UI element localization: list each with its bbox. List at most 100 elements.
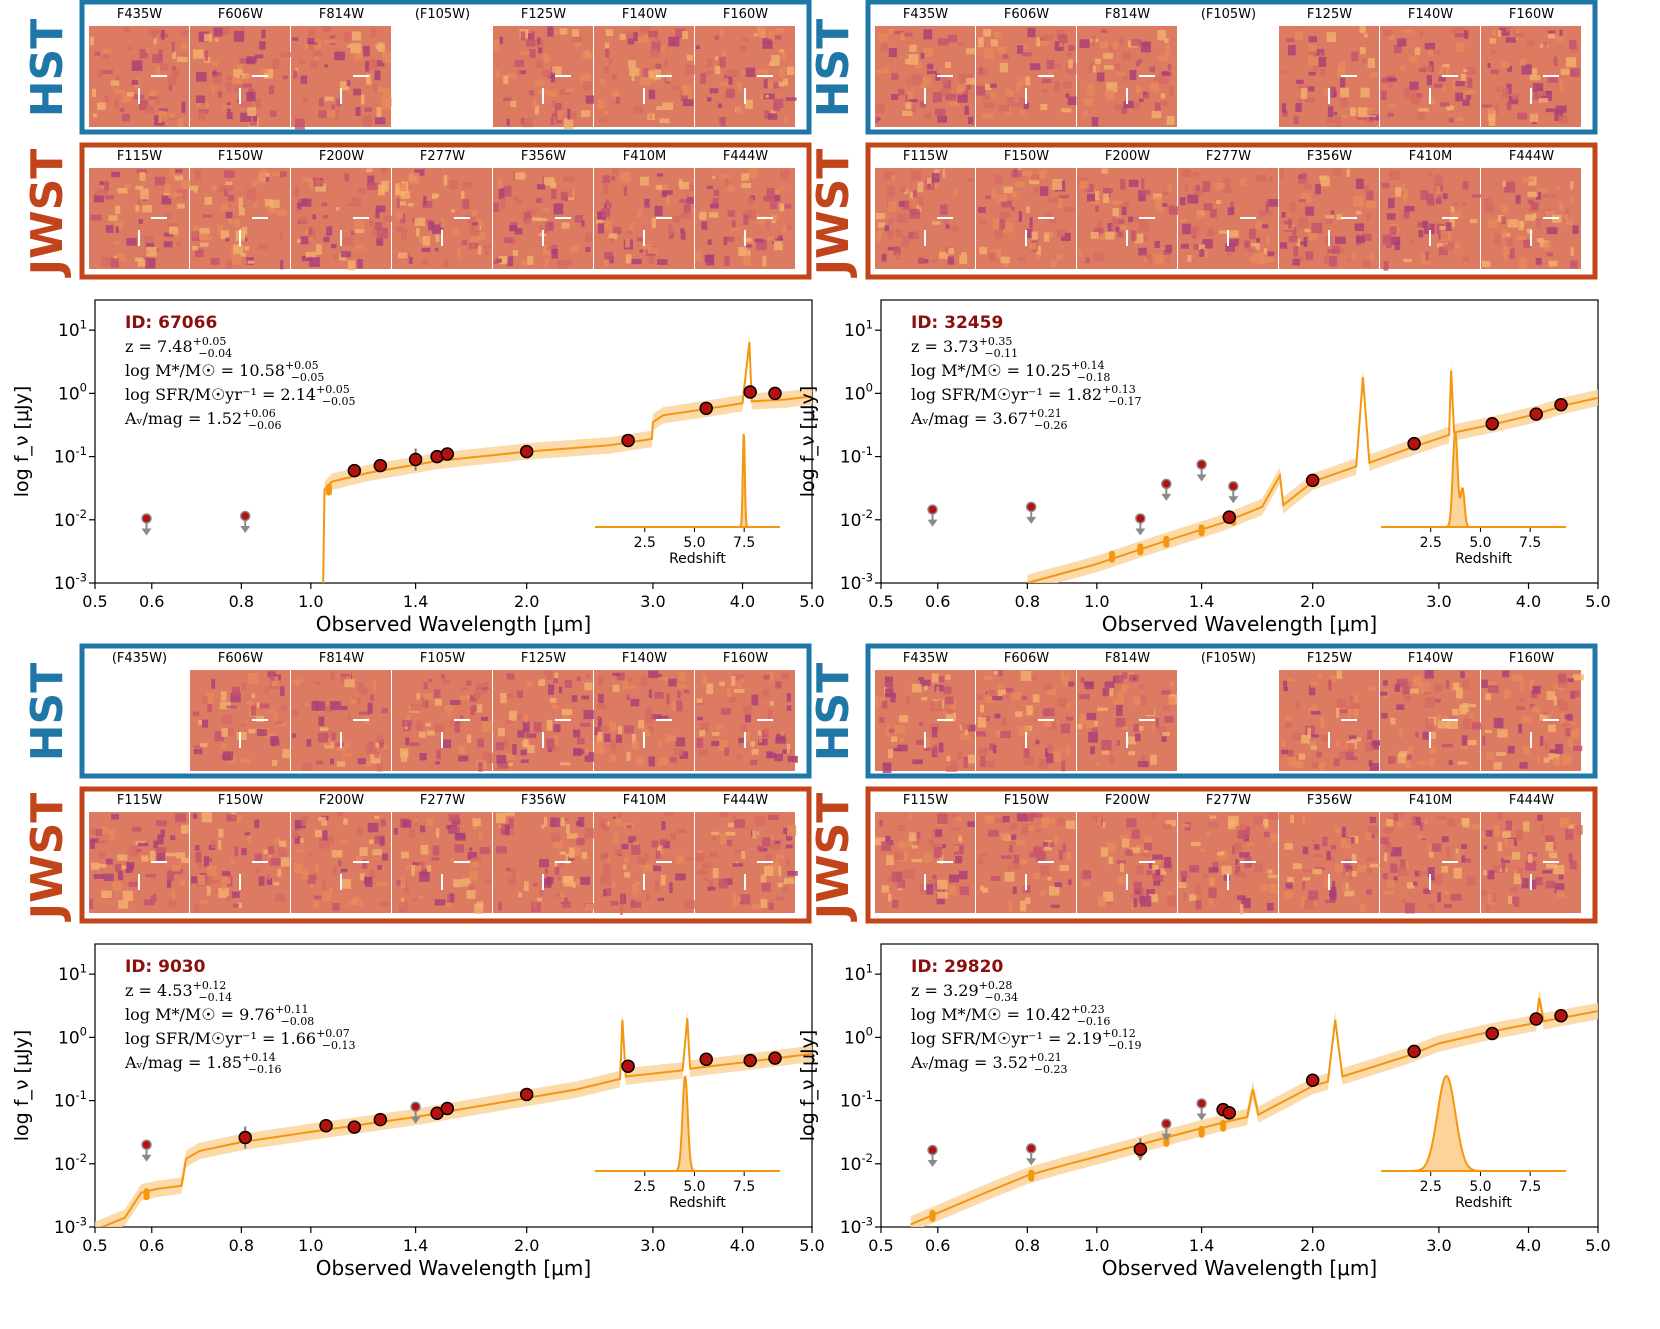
stamp-noise xyxy=(322,830,328,841)
stamp-noise xyxy=(166,878,172,888)
stamp-noise xyxy=(226,76,235,81)
stamp-noise xyxy=(767,709,772,719)
stamp-noise xyxy=(279,232,284,241)
stamp-noise xyxy=(1405,88,1417,99)
stamp-noise xyxy=(1515,829,1524,841)
stamp-noise xyxy=(648,725,654,732)
hst-filter-label: F814W xyxy=(1105,7,1150,22)
stamp-noise xyxy=(414,169,425,176)
stamp-noise xyxy=(741,70,749,75)
stamp-noise xyxy=(1121,206,1127,216)
stamp-noise xyxy=(1424,670,1434,679)
stamp-noise xyxy=(1181,169,1192,177)
stamp-noise xyxy=(1412,816,1421,826)
stamp-noise xyxy=(767,109,777,114)
stamp-noise xyxy=(725,177,729,186)
stamp-noise xyxy=(763,93,775,100)
stamp-noise xyxy=(354,698,361,705)
stamp-noise xyxy=(426,865,432,872)
hst-stamp xyxy=(1380,670,1483,771)
stamp-noise xyxy=(983,675,993,680)
stamp-noise xyxy=(662,190,673,195)
stamp-noise xyxy=(366,168,373,173)
stamp-noise xyxy=(496,755,507,764)
stamp-noise xyxy=(329,758,335,765)
stamp-noise xyxy=(402,719,412,727)
stamp-noise xyxy=(1100,847,1108,857)
stamp-noise xyxy=(1129,894,1139,899)
stamp-noise xyxy=(543,54,550,63)
stamp-noise xyxy=(999,62,1008,73)
stamp-noise xyxy=(418,236,426,243)
stamp-noise xyxy=(456,718,460,724)
stamp-noise xyxy=(922,76,931,85)
y-axis-label: log f_ν [μJy] xyxy=(797,1030,819,1142)
stamp-noise xyxy=(542,69,553,77)
stamp-noise xyxy=(198,111,206,121)
x-tick-label: 3.0 xyxy=(1426,1236,1451,1255)
stamp-noise xyxy=(1195,184,1200,191)
inset-tick-label: 5.0 xyxy=(683,1179,705,1195)
stamp-noise xyxy=(1463,719,1472,730)
stamp-noise xyxy=(267,203,277,214)
stamp-noise xyxy=(293,863,303,874)
stamp-noise xyxy=(282,749,291,759)
stamp-noise xyxy=(933,846,942,858)
stamp-noise xyxy=(319,839,330,849)
hst-filter-label: F140W xyxy=(622,651,667,666)
stamp-noise xyxy=(704,254,714,263)
stamp-noise xyxy=(1336,699,1347,708)
stamp-noise xyxy=(344,679,355,688)
stamp-noise xyxy=(891,73,899,80)
stamp-noise xyxy=(1160,93,1166,99)
stamp-noise xyxy=(1402,686,1410,695)
stamp-noise xyxy=(1572,674,1584,681)
x-tick-label: 2.0 xyxy=(514,1236,539,1255)
stamp-noise xyxy=(602,826,610,831)
stamp-noise xyxy=(308,227,313,235)
stamp-noise xyxy=(1007,865,1011,876)
stamp-noise xyxy=(1460,73,1466,81)
stamp-noise xyxy=(768,814,779,821)
stamp-noise xyxy=(1319,175,1328,180)
stamp-noise xyxy=(381,180,389,192)
stamp-noise xyxy=(1386,819,1394,827)
stamp-noise xyxy=(1125,849,1133,856)
stamp-noise xyxy=(706,185,713,189)
stamp-noise xyxy=(498,901,503,911)
jwst-filter-label: F444W xyxy=(1509,149,1554,164)
model-photometry xyxy=(1220,1119,1227,1132)
stamp-noise xyxy=(976,85,986,96)
stamp-noise xyxy=(1030,174,1040,180)
hst-filter-label: F814W xyxy=(319,651,364,666)
stamp-noise xyxy=(550,182,557,190)
stamp-noise xyxy=(195,95,206,104)
stamp-noise xyxy=(1300,88,1308,100)
stamp-noise xyxy=(471,857,482,862)
stamp-noise xyxy=(1336,670,1342,679)
stamp-noise xyxy=(1354,109,1359,113)
stamp-noise xyxy=(441,674,445,679)
stamp-noise xyxy=(554,862,558,867)
stamp-noise xyxy=(1435,186,1441,194)
stamp-noise xyxy=(958,870,968,880)
stamp-noise xyxy=(621,843,629,850)
stamp-noise xyxy=(680,228,685,233)
stamp-noise xyxy=(1543,711,1549,716)
stamp-noise xyxy=(1183,891,1187,902)
stamp-noise xyxy=(98,863,107,868)
stamp-noise xyxy=(895,725,905,734)
stamp-noise xyxy=(1310,745,1318,750)
stamp-noise xyxy=(1138,59,1143,63)
stamp-noise xyxy=(1485,693,1492,701)
stamp-noise xyxy=(746,244,752,248)
stamp-noise xyxy=(897,825,905,832)
stamp-noise xyxy=(926,70,937,75)
stamp-noise xyxy=(1148,861,1153,869)
stamp-noise xyxy=(1570,180,1574,190)
stamp-noise xyxy=(1008,834,1017,840)
stamp-noise xyxy=(240,101,252,108)
stamp-noise xyxy=(994,174,1003,184)
stamp-noise xyxy=(563,195,568,202)
stamp-noise xyxy=(462,199,470,209)
